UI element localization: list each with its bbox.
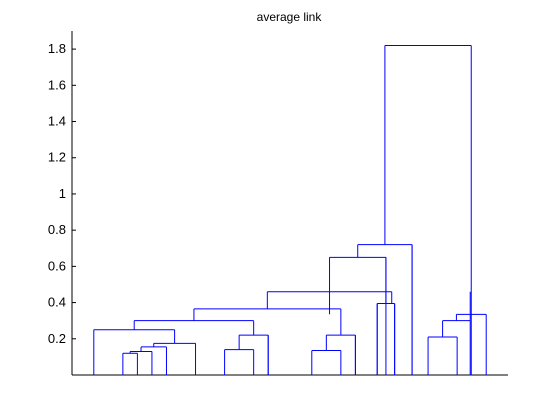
y-tick-label: 1.8 [48,41,66,56]
y-tick-label: 0.8 [48,222,66,237]
y-tick-label: 1.2 [48,150,66,165]
y-tick-label: 1.6 [48,77,66,92]
chart-title: average link [257,10,323,24]
y-tick-label: 0.2 [48,331,66,346]
y-tick-label: 0.6 [48,258,66,273]
axes: 0.2 0.4 0.6 0.8 1 1.2 1.4 1.6 1.8 [48,31,508,376]
y-tick-label: 1 [59,186,66,201]
dendrogram-links [93,44,487,375]
y-tick-label: 0.4 [48,295,66,310]
y-tick-label: 1.4 [48,114,66,129]
